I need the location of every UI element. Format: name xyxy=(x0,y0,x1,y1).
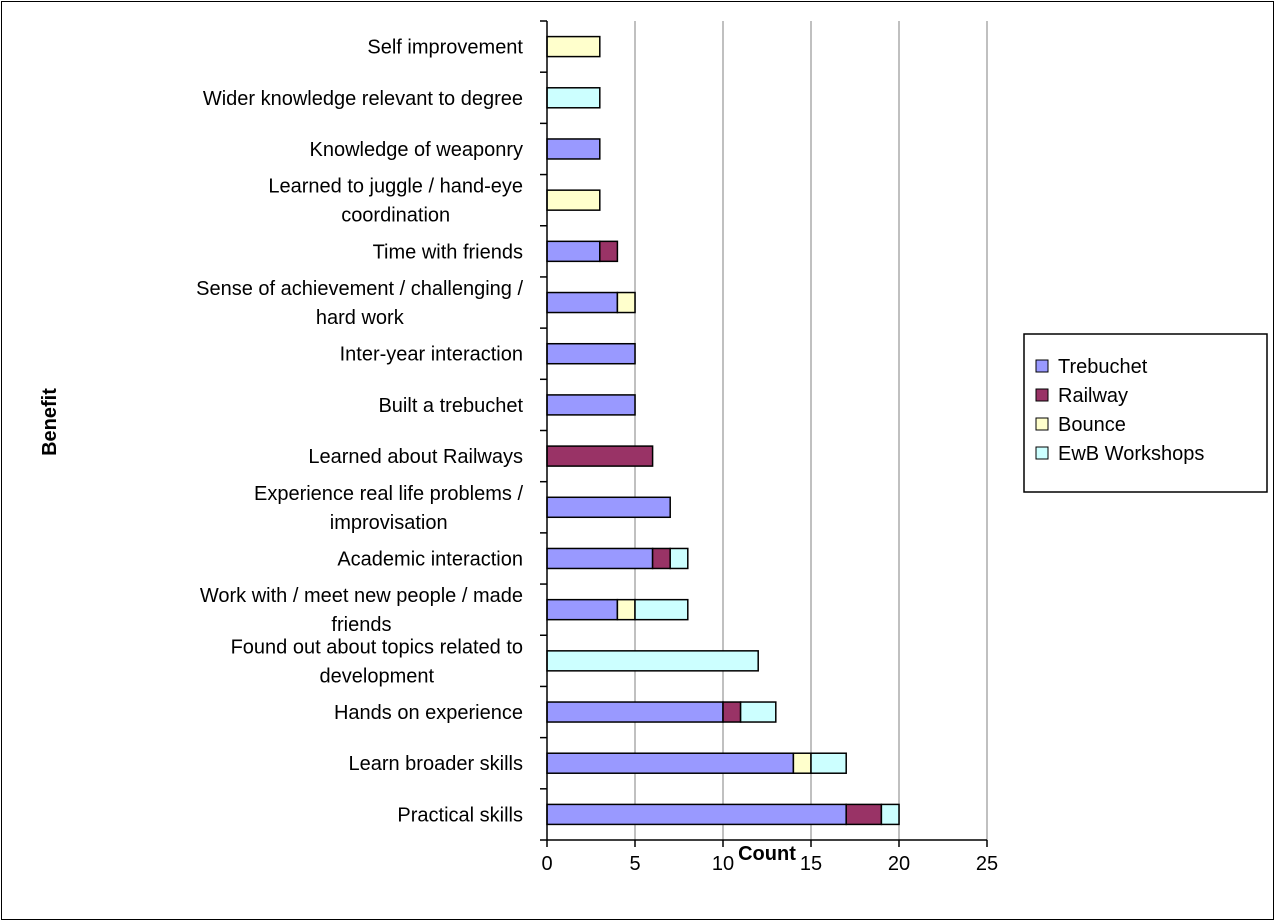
bar-segment xyxy=(546,240,601,263)
bar-segment xyxy=(546,394,636,416)
bar-segment xyxy=(546,496,671,519)
legend-swatch xyxy=(1035,359,1049,373)
category-label: Learn broader skills xyxy=(348,753,523,775)
bar-segment xyxy=(546,598,619,621)
x-tick-label: 5 xyxy=(629,853,640,875)
category-label: Learned to juggle / hand-eye coordination xyxy=(268,176,523,227)
bar-segment xyxy=(546,701,724,723)
legend-label: Bounce xyxy=(1058,414,1126,436)
bar-segment xyxy=(546,342,636,365)
category-label: Time with friends xyxy=(373,241,523,263)
bar-segment xyxy=(880,803,900,826)
bar-segment xyxy=(739,701,777,723)
bar-segment xyxy=(546,650,759,672)
category-label: Wider knowledge relevant to degree xyxy=(203,88,523,110)
category-label: Found out about topics related to develop… xyxy=(231,636,523,687)
category-label: Built a trebuchet xyxy=(378,395,523,417)
x-tick-labels: 0 5 10 15 20 25 xyxy=(541,853,998,875)
bar-segment xyxy=(546,752,795,774)
bar-segment xyxy=(634,598,689,621)
axes xyxy=(540,20,988,847)
legend-label: EwB Workshops xyxy=(1058,443,1204,465)
legend-label: Trebuchet xyxy=(1058,356,1148,378)
category-label: Hands on experience xyxy=(334,702,523,724)
x-tick-label: 15 xyxy=(800,853,822,875)
bar-segment xyxy=(546,138,601,160)
bar-segment xyxy=(651,547,671,570)
bar-segment xyxy=(546,87,601,109)
bar-segment xyxy=(669,547,689,570)
category-label: Academic interaction xyxy=(337,548,523,570)
x-tick-label: 10 xyxy=(712,853,734,875)
legend-label: Railway xyxy=(1058,385,1128,407)
bar-segment xyxy=(546,291,619,314)
legend: Trebuchet Railway Bounce EwB Workshops xyxy=(1023,333,1268,493)
legend-swatch xyxy=(1035,417,1049,431)
category-label: Practical skills xyxy=(397,804,523,826)
category-labels: Practical skills Learn broader skills Hand… xyxy=(196,37,523,827)
category-label: Learned about Railways xyxy=(308,446,523,468)
bar-segment xyxy=(616,598,636,621)
category-label: Sense of achievement / challenging / hard… xyxy=(196,278,523,329)
bar-segment xyxy=(546,445,654,467)
bar-segment xyxy=(616,291,636,314)
x-tick-label: 25 xyxy=(976,853,998,875)
category-label: Self improvement xyxy=(367,37,523,59)
category-label: Work with / meet new people / made friend… xyxy=(200,585,523,636)
bar-segment xyxy=(546,803,847,826)
bar-segment xyxy=(845,803,883,826)
y-axis-title: Benefit xyxy=(39,388,61,456)
category-label: Knowledge of weaponry xyxy=(310,139,523,161)
bar-segment xyxy=(599,240,619,263)
x-axis-title: Count xyxy=(738,843,796,865)
bar-segment xyxy=(792,752,812,774)
legend-box xyxy=(1023,333,1268,493)
bar-segment xyxy=(722,701,742,723)
legend-swatch xyxy=(1035,388,1049,402)
bar-segment xyxy=(546,35,601,58)
x-tick-label: 0 xyxy=(541,853,552,875)
x-tick-label: 20 xyxy=(888,853,910,875)
legend-swatch xyxy=(1035,446,1049,460)
bar-segment xyxy=(546,189,601,211)
category-label: Experience real life problems / improvisa… xyxy=(254,483,523,534)
bar-segment xyxy=(810,752,847,774)
bar-segment xyxy=(546,547,654,570)
category-label: Inter-year interaction xyxy=(340,344,523,366)
